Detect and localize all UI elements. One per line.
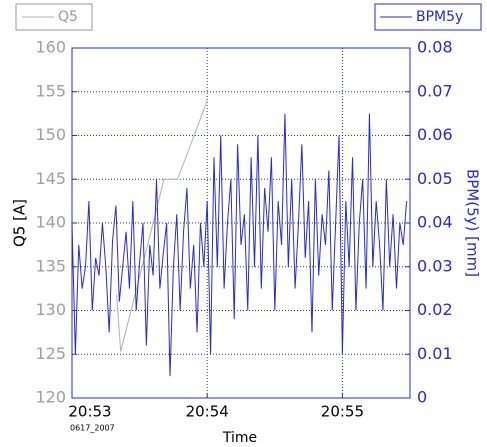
y2-tick-label: 0.04 <box>417 213 453 232</box>
y2-tick-label: 0.07 <box>417 81 453 100</box>
y-tick-label: 130 <box>35 300 66 319</box>
y2-tick-label: 0.01 <box>417 344 453 363</box>
legend-label: BPM5y <box>416 9 463 25</box>
y2-axis-title: BPM(5y) [mm] <box>464 169 482 277</box>
y2-tick-label: 0.02 <box>417 300 453 319</box>
y-tick-label: 120 <box>35 388 66 407</box>
y-axis-title: Q5 [A] <box>11 199 29 247</box>
x-axis-sublabel: 0617_2007 <box>70 424 115 433</box>
y-tick-label: 160 <box>35 38 66 57</box>
legend-label: Q5 <box>58 9 78 25</box>
y-tick-label: 145 <box>35 169 66 188</box>
y2-tick-label: 0.06 <box>417 125 453 144</box>
series-line <box>71 113 408 377</box>
y-tick-label: 140 <box>35 213 66 232</box>
series-line <box>116 100 208 352</box>
x-axis-title: Time <box>222 430 257 446</box>
y2-tick-label: 0 <box>417 388 427 407</box>
y-tick-label: 125 <box>35 344 66 363</box>
plot-frame <box>71 47 411 399</box>
y-tick-label: 150 <box>35 125 66 144</box>
y2-tick-label: 0.08 <box>417 38 453 57</box>
x-tick-label: 20:54 <box>186 403 229 421</box>
y2-tick-label: 0.03 <box>417 256 453 275</box>
y-tick-label: 155 <box>35 81 66 100</box>
y-tick-label: 135 <box>35 256 66 275</box>
x-tick-label: 20:55 <box>321 403 364 421</box>
y2-tick-label: 0.05 <box>417 169 453 188</box>
x-tick-label: 20:53 <box>68 403 111 421</box>
